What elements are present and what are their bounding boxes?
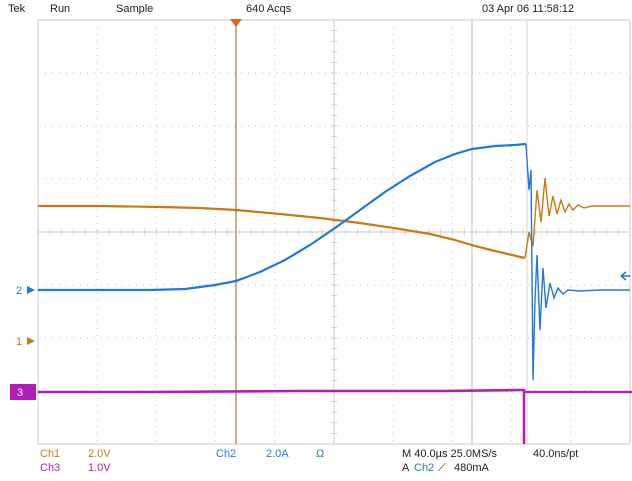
ch1-ringing [524,177,630,259]
ch2-marker-arrow-icon [27,286,35,294]
ch3-marker-box [10,384,36,400]
svg-text:1: 1 [16,336,22,348]
svg-text:2: 2 [16,285,22,297]
ch2-label: Ch2 [216,448,237,460]
ch1-marker-arrow-icon [27,337,35,345]
ch2-scale: 2.0A [266,448,289,460]
readout-bar: Ch1 2.0V Ch3 1.0V Ch2 2.0A Ω M 40.0µs 25… [0,444,632,481]
trigger-slope-icon: ⟋ [438,462,446,474]
ch3-marker[interactable]: 3 [10,384,36,400]
ch3-waveform [38,388,526,444]
acquisition-count: 640 Acqs [246,3,292,15]
status-bar: Tek Run Sample 640 Acqs 03 Apr 06 11:58:… [0,0,632,20]
ch3-scale: 1.0V [88,462,111,474]
trigger-channel: Ch2 [414,462,435,474]
ch2-ringing [525,143,630,381]
acquisition-mode: Sample [116,3,154,15]
trigger-source-prefix: A [402,462,410,474]
trigger-level: 480mA [454,462,489,474]
brand-label: Tek [8,3,26,15]
svg-text:3: 3 [17,387,23,399]
trigger-level-arrow-icon[interactable] [620,271,630,281]
ch2-impedance: Ω [316,448,325,460]
sample-resolution: 40.0ns/pt [533,448,579,460]
ch1-marker[interactable]: 1 [16,336,35,348]
ch3-label: Ch3 [40,462,61,474]
run-state: Run [50,3,71,15]
ch1-scale: 2.0V [88,448,111,460]
ch1-label: Ch1 [40,448,61,460]
datetime: 03 Apr 06 11:58:12 [482,3,575,15]
ch2-marker[interactable]: 2 [16,285,35,297]
graticule [37,19,631,445]
ch2-waveform [38,142,527,292]
ch1-waveform [38,204,526,260]
timebase: M 40.0µs 25.0MS/s [402,448,497,460]
trigger-position-icon[interactable] [230,19,242,27]
